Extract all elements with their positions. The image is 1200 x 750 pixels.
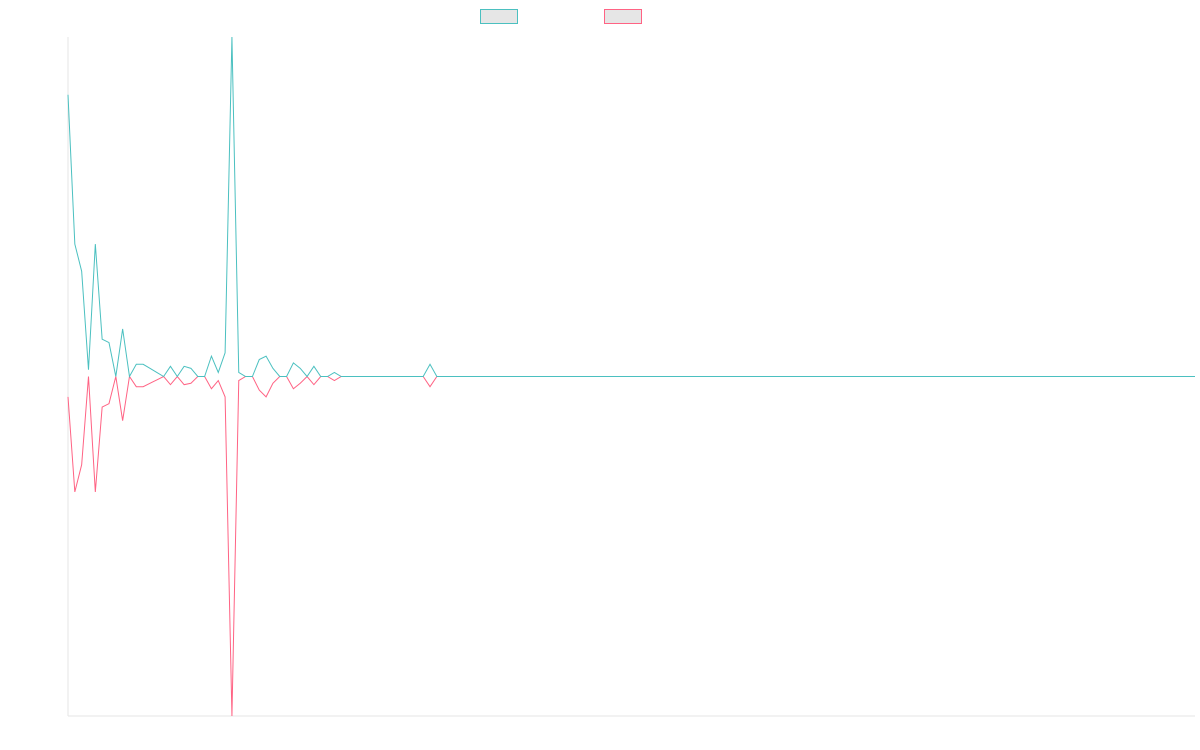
legend-swatch-series-1 bbox=[480, 9, 518, 24]
legend-item-series-1[interactable] bbox=[480, 9, 524, 24]
series-line-2 bbox=[67, 375, 1195, 717]
series-layer bbox=[67, 36, 1195, 717]
legend-item-series-2[interactable] bbox=[604, 9, 648, 24]
legend-swatch-series-2 bbox=[604, 9, 642, 24]
series-line-1 bbox=[67, 36, 1195, 379]
legend bbox=[0, 9, 1200, 27]
